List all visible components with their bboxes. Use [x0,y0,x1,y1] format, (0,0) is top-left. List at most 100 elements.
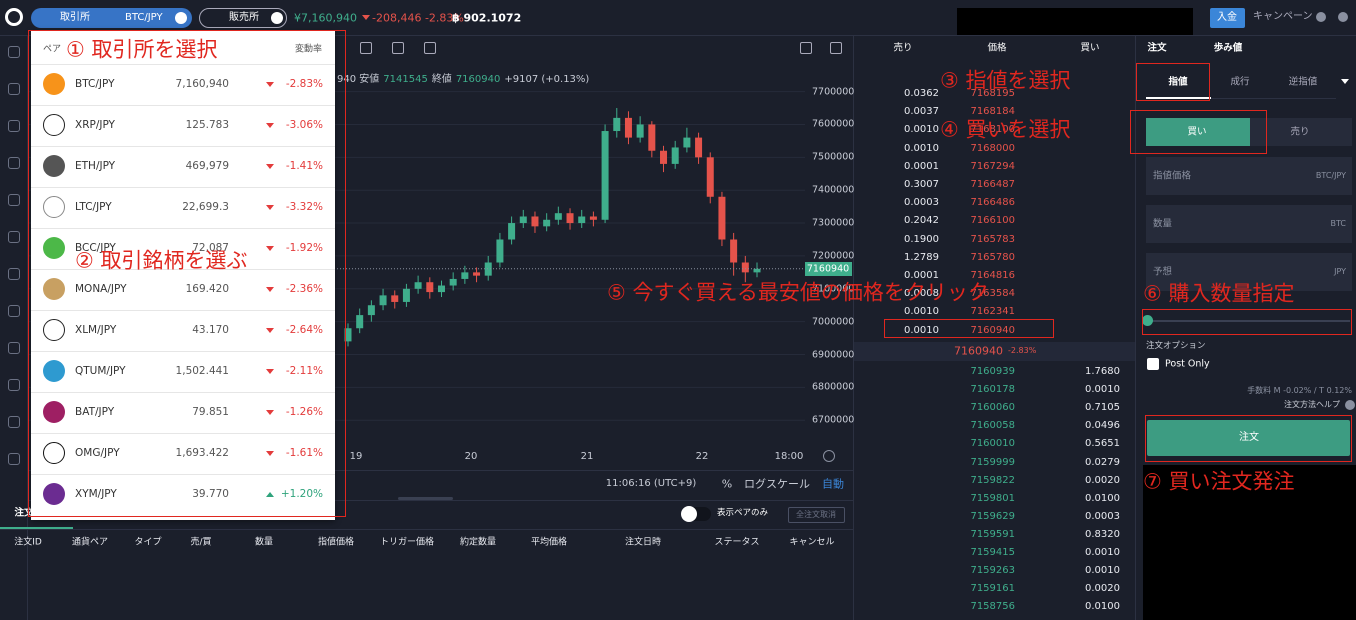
pair-name[interactable]: OMG/JPY [75,446,120,459]
tool-icon[interactable] [8,194,20,206]
ask-price[interactable]: 7168184 [970,106,1015,118]
help-icon[interactable] [1338,12,1348,22]
pair-row[interactable] [31,228,335,269]
bid-price[interactable]: 7159161 [970,583,1015,595]
deposit-label[interactable]: 入金 [1217,12,1237,23]
exchange-tab[interactable] [31,8,192,28]
tool-icon[interactable] [8,157,20,169]
bid-price[interactable]: 7159415 [970,547,1015,558]
buy-label[interactable]: 買い [1187,126,1207,138]
ask-price[interactable]: 7166487 [970,179,1015,190]
pair-name[interactable]: XRP/JPY [75,118,115,131]
bid-amount[interactable]: 0.0010 [1085,565,1120,577]
order-type-tab[interactable]: 逆指値 [1288,76,1318,88]
input-field[interactable] [1146,253,1352,291]
bid-price[interactable]: 7159999 [970,456,1015,468]
tool-icon[interactable] [8,268,20,280]
orders-tab[interactable]: 注文 [14,507,34,519]
bid-amount[interactable]: 0.7105 [1085,402,1120,414]
bid-price[interactable]: 7159822 [970,474,1015,486]
pair-row[interactable] [31,310,335,351]
tool-icon[interactable] [8,379,20,391]
pair-name[interactable]: QTUM/JPY [75,364,126,377]
tool-icon[interactable] [8,305,20,317]
ask-amount[interactable]: 1.2789 [904,251,939,263]
pair-row[interactable] [31,105,335,146]
chart-tool[interactable] [830,42,842,54]
sales-tab[interactable] [199,8,287,28]
ask-amount[interactable]: 0.0010 [904,142,939,154]
auto-toggle[interactable]: 自動 [822,477,844,491]
pair-row[interactable] [31,351,335,392]
user-icon[interactable] [1316,12,1326,22]
ask-amount[interactable]: 0.0003 [904,197,939,209]
pair-row[interactable] [31,392,335,433]
bid-amount[interactable]: 1.7680 [1085,366,1120,377]
post-only-checkbox[interactable] [1147,358,1159,370]
resize-handle[interactable] [398,497,453,500]
sell-label[interactable]: 売り [1290,126,1310,138]
dropdown-icon[interactable] [271,12,283,24]
buy-toggle[interactable] [1146,118,1250,146]
bid-amount[interactable]: 0.0100 [1085,492,1120,504]
bid-amount[interactable]: 0.0100 [1085,601,1120,613]
chart-tool[interactable] [392,42,404,54]
ask-amount[interactable]: 0.0010 [904,324,939,336]
ask-amount[interactable]: 0.0037 [904,106,939,118]
ask-price[interactable]: 7164816 [970,270,1015,281]
bid-price[interactable]: 7159629 [970,510,1015,522]
tool-icon[interactable] [8,83,20,95]
bid-amount[interactable]: 0.0010 [1085,384,1120,396]
pair-row[interactable] [31,269,335,310]
input-field[interactable] [1146,205,1352,243]
cancel-all-button[interactable] [788,507,845,523]
ask-amount[interactable]: 0.1900 [904,233,939,245]
input-field[interactable] [1146,157,1352,195]
pair-row[interactable] [31,474,335,515]
bid-price[interactable]: 7160178 [970,384,1015,396]
tool-icon[interactable] [8,453,20,465]
pair-name[interactable]: ETH/JPY [75,159,116,172]
deposit-button[interactable] [1210,8,1245,28]
bid-amount[interactable]: 0.0003 [1085,510,1120,522]
pair-name[interactable]: BAT/JPY [75,405,115,418]
bid-amount[interactable]: 0.8320 [1085,528,1120,540]
log-scale-toggle[interactable]: ログスケール [744,477,810,491]
ask-amount[interactable]: 0.0008 [904,288,939,300]
ask-amount[interactable]: 0.3007 [904,179,939,190]
campaign-link[interactable]: キャンペーン [1253,11,1313,22]
pair-name[interactable]: MONA/JPY [75,282,127,295]
bid-amount[interactable]: 0.5651 [1085,438,1120,450]
ask-price[interactable]: 7168000 [970,142,1015,154]
tool-icon[interactable] [8,231,20,243]
ask-price[interactable]: 7163584 [970,288,1015,300]
ask-price[interactable]: 7166486 [970,197,1015,209]
ask-amount[interactable]: 0.0001 [904,270,939,281]
ask-price[interactable]: 7165780 [970,251,1015,263]
submit-label[interactable]: 注文 [1239,432,1259,443]
pair-name[interactable]: BTC/JPY [75,77,115,90]
ask-price[interactable]: 7166100 [970,215,1015,227]
pair-name[interactable]: LTC/JPY [75,200,112,213]
help-link[interactable]: 注文方法ヘルプ [1284,400,1340,409]
ask-price[interactable]: 7160940 [970,324,1015,336]
amount-slider[interactable] [1146,320,1350,322]
bid-price[interactable]: 7160058 [970,420,1015,432]
chart-tool[interactable] [360,42,372,54]
ask-amount[interactable]: 0.2042 [904,215,939,227]
ask-price[interactable]: 7168195 [970,88,1015,99]
chart-tool[interactable] [800,42,812,54]
ask-price[interactable]: 7165783 [970,233,1015,245]
ask-amount[interactable]: 0.0010 [904,306,939,318]
chart-tool[interactable] [424,42,436,54]
bid-price[interactable]: 7159591 [970,528,1015,540]
bid-price[interactable]: 7160060 [970,402,1015,414]
tool-icon[interactable] [8,342,20,354]
submit-button[interactable] [1147,420,1350,456]
tool-icon[interactable] [8,416,20,428]
settings-icon[interactable] [823,450,835,462]
tool-icon[interactable] [8,46,20,58]
ask-price[interactable]: 7162341 [970,306,1015,318]
cancel-all-label[interactable]: 全注文取消 [796,510,836,519]
ask-price[interactable]: 7167294 [970,160,1015,172]
